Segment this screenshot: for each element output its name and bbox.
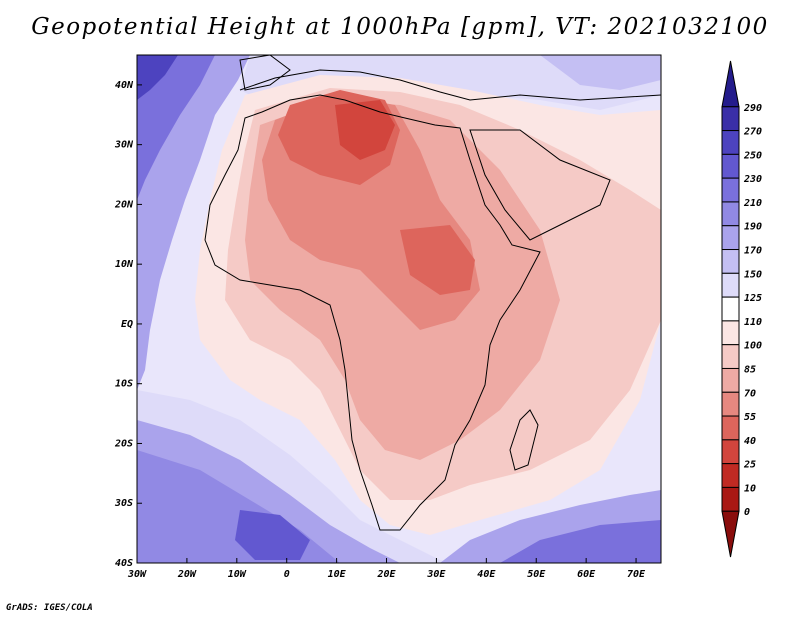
field-sudan-core — [400, 225, 475, 295]
field-northwest-deep — [137, 55, 215, 200]
colorbar-swatch — [721, 201, 740, 227]
lat-tick-label: 40S — [115, 558, 133, 569]
lat-tick-label: 30S — [114, 498, 133, 509]
colorbar-label: 85 — [744, 364, 756, 375]
lon-tick-label: 70E — [627, 569, 646, 580]
colorbar-label: 110 — [744, 317, 762, 328]
field-south-indian-deep — [500, 520, 661, 563]
coastline-africa — [204, 94, 541, 531]
colorbar-label: 190 — [744, 222, 762, 233]
colorbar-swatch — [721, 415, 740, 441]
colorbar-label: 270 — [743, 127, 762, 138]
colorbar-label: 0 — [744, 507, 750, 518]
colorbar-swatch — [721, 153, 740, 179]
colorbar-swatch — [721, 463, 740, 488]
lat-tick-label: 40N — [115, 80, 134, 91]
colorbar-swatch — [721, 106, 740, 132]
lon-tick-label: 10W — [228, 569, 247, 580]
colorbar-swatch — [721, 130, 740, 155]
colorbar-label: 55 — [744, 412, 756, 423]
colorbar-label: 290 — [743, 103, 762, 114]
lat-tick-label: 10N — [115, 259, 134, 270]
lon-tick-label: 60E — [577, 569, 596, 580]
colorbar-label: 150 — [744, 269, 762, 280]
colorbar-label: 100 — [744, 341, 762, 352]
colorbar-swatch — [721, 177, 740, 203]
colorbar-swatch — [721, 439, 740, 465]
colorbar-swatch — [721, 486, 740, 512]
field-europe-band — [240, 55, 661, 110]
colorbar-label: 170 — [744, 246, 762, 257]
lat-tick-label: 10S — [115, 379, 133, 390]
colorbar: 2902702502302101901701501251101008570554… — [721, 60, 762, 558]
map-title: Geopotential Height at 1000hPa [gpm], VT… — [31, 14, 769, 40]
lat-tick-label: 20N — [114, 199, 134, 210]
field-northwest-core — [137, 55, 178, 100]
lon-tick-label: 30W — [127, 569, 147, 580]
colorbar-swatch — [721, 296, 740, 322]
lat-axis: 40N 30N 20N 10N EQ 10S 20S 30S 40S — [114, 80, 142, 569]
lon-tick-label: 20W — [177, 569, 197, 580]
coastlines — [204, 55, 661, 531]
colorbar-label: 125 — [744, 293, 762, 304]
credit-label: GrADS: IGES/COLA — [6, 603, 93, 613]
colorbar-label: 250 — [743, 150, 762, 161]
coastline-iberia — [239, 55, 291, 91]
lon-tick-label: 0 — [284, 569, 290, 580]
colorbar-swatch — [721, 249, 740, 274]
field-northeast — [540, 55, 661, 90]
lon-tick-label: 40E — [477, 569, 496, 580]
colorbar-swatch — [721, 510, 740, 558]
coastline-madagascar — [509, 409, 539, 471]
colorbar-swatch — [721, 391, 740, 417]
lon-axis: 30W 20W 10W 0 10E 20E 30E 40E 50E 60E 70E — [127, 558, 646, 580]
lon-tick-label: 30E — [426, 569, 446, 580]
field-south-atlantic-core — [235, 510, 310, 560]
colorbar-swatch — [721, 60, 740, 108]
coastline-europe — [239, 69, 661, 101]
lon-tick-label: 10E — [328, 569, 347, 580]
colorbar-label: 230 — [743, 174, 762, 185]
colorbar-label: 210 — [743, 198, 762, 209]
field-layer — [137, 55, 661, 563]
lat-tick-label: EQ — [121, 319, 133, 330]
colorbar-swatch — [721, 344, 740, 369]
colorbar-label: 10 — [744, 483, 756, 494]
colorbar-label: 70 — [744, 388, 756, 399]
colorbar-swatch — [721, 272, 740, 298]
lat-tick-label: 30N — [114, 140, 134, 151]
lon-tick-label: 50E — [527, 569, 546, 580]
colorbar-label: 40 — [744, 436, 756, 447]
colorbar-swatch — [721, 367, 740, 393]
colorbar-swatch — [721, 320, 740, 346]
colorbar-swatch — [721, 225, 740, 251]
colorbar-label: 25 — [743, 460, 756, 471]
lat-tick-label: 20S — [114, 438, 133, 449]
lon-tick-label: 20E — [376, 569, 396, 580]
coastline-arabia — [469, 129, 611, 241]
plot-frame — [136, 54, 662, 564]
field-sahara-peak — [335, 100, 395, 160]
